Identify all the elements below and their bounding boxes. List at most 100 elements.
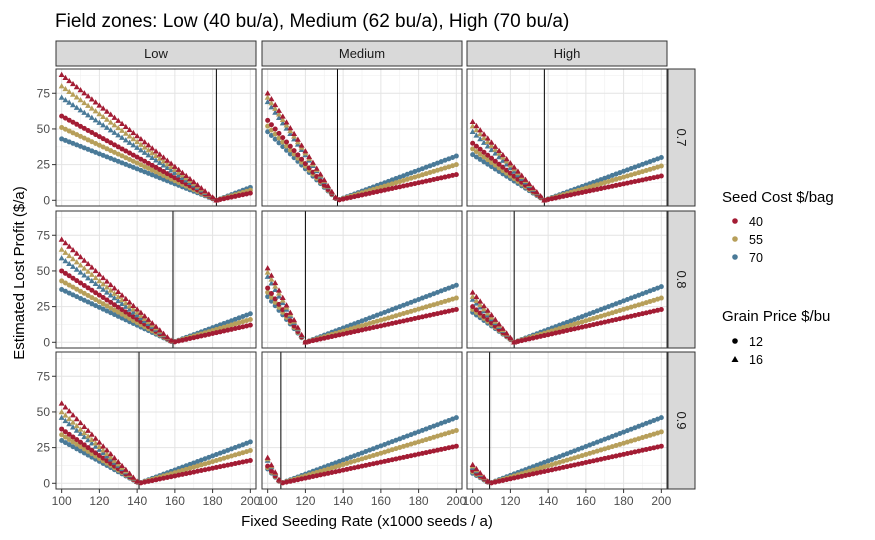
point-c40-p12 (412, 315, 418, 321)
point-c55-p16 (272, 283, 279, 289)
point-c70-p12 (431, 423, 437, 429)
point-c70-p12 (374, 312, 380, 318)
point-c55-p12 (145, 165, 151, 171)
point-c55-p16 (279, 116, 286, 123)
point-c40-p12 (606, 455, 612, 461)
point-c40-p16 (66, 243, 73, 249)
point-c40-p12 (325, 470, 331, 476)
point-c55-p12 (572, 321, 578, 327)
point-c40-p12 (534, 334, 540, 340)
point-c40-p12 (579, 189, 585, 195)
point-c40-p12 (202, 332, 208, 338)
point-c70-p12 (340, 457, 346, 463)
panel-medium-0.9: 100 120 140 160 180 200 (258, 351, 467, 508)
point-c40-p12 (655, 444, 661, 450)
point-c55-p12 (240, 450, 246, 456)
point-c55-p12 (609, 310, 615, 316)
y-tick-label: 75 (37, 228, 51, 242)
point-c55-p12 (575, 320, 581, 326)
point-c70-p12 (583, 312, 589, 318)
point-c40-p16 (332, 194, 339, 200)
point-c40-p12 (598, 456, 604, 462)
point-c70-p16 (58, 255, 65, 261)
point-c55-p16 (62, 412, 69, 418)
point-c55-p16 (69, 419, 76, 425)
point-c70-p12 (367, 447, 373, 453)
point-c40-p12 (232, 461, 238, 467)
point-c55-p12 (594, 314, 600, 320)
point-c55-p12 (217, 456, 223, 462)
point-c40-p12 (280, 135, 286, 141)
point-c40-p12 (470, 140, 476, 146)
point-c70-p12 (111, 312, 117, 318)
point-c55-p12 (93, 297, 99, 303)
point-c40-p12 (609, 454, 615, 460)
point-c40-p16 (484, 135, 491, 141)
point-c40-p12 (446, 173, 452, 179)
point-c70-p12 (594, 439, 600, 445)
point-c55-p16 (111, 290, 118, 296)
point-c70-p16 (92, 443, 99, 449)
point-c40-p12 (172, 175, 178, 181)
point-c40-p16 (272, 469, 279, 475)
point-c40-p16 (306, 153, 313, 160)
point-c55-p12 (397, 312, 403, 318)
point-c55-p12 (427, 435, 433, 441)
point-c40-p12 (336, 197, 342, 203)
point-c40-p16 (62, 240, 69, 246)
point-c40-p12 (62, 270, 68, 276)
point-c70-p12 (598, 306, 604, 312)
point-c40-p16 (488, 139, 495, 145)
point-c70-p16 (58, 414, 65, 420)
point-c70-p16 (134, 144, 141, 150)
point-c55-p16 (62, 249, 69, 255)
point-c70-p16 (85, 275, 92, 281)
legend-key-seed-55 (732, 236, 738, 242)
point-c55-p12 (232, 452, 238, 458)
point-c40-p16 (62, 74, 69, 81)
point-c40-p12 (624, 314, 630, 320)
point-c55-p12 (228, 453, 234, 459)
point-c55-p12 (575, 454, 581, 460)
point-c40-p12 (382, 322, 388, 328)
point-c40-p12 (333, 469, 339, 475)
point-c40-p12 (66, 117, 72, 123)
point-c40-p12 (378, 459, 384, 465)
point-c55-p12 (78, 288, 84, 294)
point-c70-p12 (556, 454, 562, 460)
point-c70-p16 (499, 157, 506, 163)
point-c40-p12 (556, 465, 562, 471)
point-c40-p12 (62, 429, 68, 435)
point-c40-p12 (247, 322, 253, 328)
strip-row-0.7 (667, 68, 696, 207)
point-c40-p12 (427, 449, 433, 455)
point-c55-p12 (434, 433, 440, 439)
point-c70-p16 (130, 309, 137, 315)
point-c40-p16 (141, 139, 148, 145)
point-c40-p16 (107, 111, 114, 117)
point-c55-p12 (329, 465, 335, 471)
point-c55-p16 (107, 454, 114, 460)
point-c40-p16 (469, 289, 476, 295)
point-c70-p12 (560, 452, 566, 458)
point-c40-p12 (587, 188, 593, 194)
panel-high-0.7 (466, 68, 668, 207)
point-c40-p12 (545, 468, 551, 474)
point-c55-p12 (598, 313, 604, 319)
point-c40-p12 (240, 459, 246, 465)
point-c55-p12 (265, 123, 271, 129)
point-c70-p12 (587, 311, 593, 317)
point-c40-p12 (655, 307, 661, 313)
point-c55-p16 (73, 422, 80, 429)
point-c40-p12 (138, 480, 144, 486)
point-c55-p12 (195, 463, 201, 469)
point-c70-p12 (598, 177, 604, 183)
panel-medium-0.8 (261, 210, 463, 349)
point-c55-p12 (636, 170, 642, 176)
point-c40-p16 (156, 327, 163, 333)
point-c55-p16 (171, 166, 178, 172)
point-c70-p16 (156, 159, 163, 165)
point-c70-p12 (632, 164, 638, 170)
point-c70-p12 (450, 154, 456, 160)
point-c70-p12 (228, 446, 234, 452)
